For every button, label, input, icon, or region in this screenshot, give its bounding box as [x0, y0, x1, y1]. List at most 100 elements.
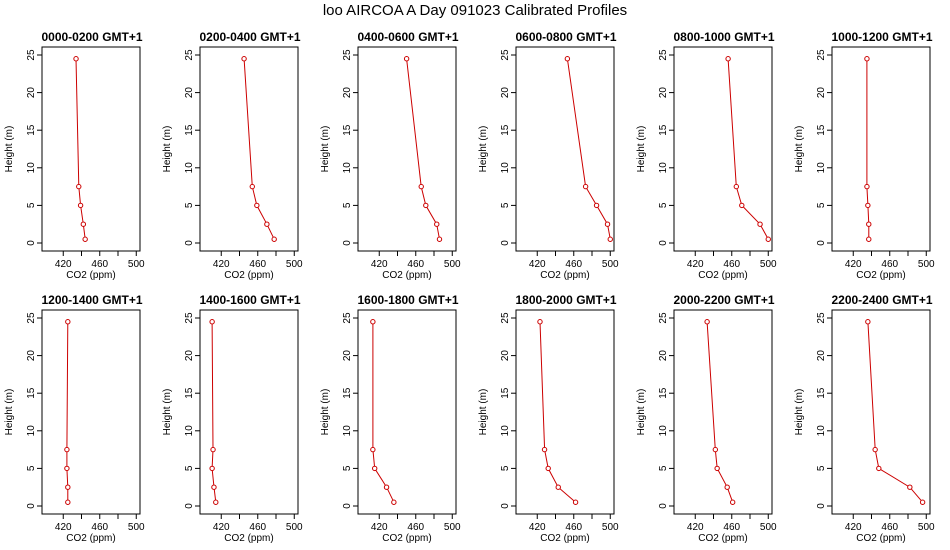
panel-title: 0000-0200 GMT+1 [41, 30, 142, 44]
panel-4: 0600-0800 GMT+1 0 5 10 15 20 25 420 460 500 CO2 (p… [478, 30, 619, 281]
data-point [865, 319, 871, 325]
y-tick-label: 15 [184, 124, 195, 136]
y-tick-label: 20 [26, 350, 37, 362]
profile-line [866, 58, 870, 240]
data-point [65, 319, 71, 325]
x-tick-label: 420 [529, 259, 546, 270]
y-tick-label: 15 [500, 387, 511, 399]
x-axis-label: CO2 (ppm) [698, 533, 747, 544]
x-tick-label: 500 [602, 522, 619, 533]
y-tick-label: 20 [26, 87, 37, 99]
y-axis-label: Height (m) [162, 389, 173, 436]
data-point [418, 183, 424, 190]
data-point [65, 484, 71, 490]
y-tick-label: 15 [26, 387, 37, 399]
panel-title: 2000-2200 GMT+1 [673, 293, 774, 307]
y-tick-label: 10 [658, 162, 669, 174]
y-tick-label: 25 [26, 312, 37, 324]
x-tick-label: 500 [444, 522, 461, 533]
panel-frame [515, 46, 615, 252]
panel-frame [41, 46, 141, 252]
panel-11: 2000-2200 GMT+1 0 5 10 15 20 25 420 460 500 CO2 (p… [636, 293, 777, 544]
y-tick-label: 5 [184, 202, 195, 208]
y-tick-label: 5 [658, 465, 669, 471]
y-tick-label: 20 [658, 87, 669, 99]
y-tick-label: 5 [26, 465, 37, 471]
y-tick-label: 15 [500, 124, 511, 136]
x-tick-label: 420 [845, 259, 862, 270]
y-tick-label: 20 [816, 350, 827, 362]
x-tick-label: 500 [444, 259, 461, 270]
y-tick-label: 20 [816, 87, 827, 99]
panel-title: 1000-1200 GMT+1 [831, 30, 932, 44]
y-axis-label: Height (m) [794, 389, 805, 436]
x-axis-label: CO2 (ppm) [856, 270, 905, 281]
y-tick-label: 5 [184, 465, 195, 471]
data-point [907, 484, 913, 490]
x-tick-label: 500 [286, 522, 303, 533]
y-tick-label: 15 [342, 124, 353, 136]
y-axis-label: Height (m) [636, 389, 647, 436]
x-tick-label: 460 [723, 259, 740, 270]
y-tick-label: 25 [658, 312, 669, 324]
x-tick-label: 460 [91, 259, 108, 270]
y-axis-label: Height (m) [478, 389, 489, 436]
x-tick-label: 500 [602, 259, 619, 270]
x-tick-label: 460 [249, 522, 266, 533]
profile-line [372, 321, 395, 503]
y-tick-label: 15 [26, 124, 37, 136]
x-tick-label: 460 [407, 259, 424, 270]
x-tick-label: 460 [565, 259, 582, 270]
y-tick-label: 15 [658, 387, 669, 399]
x-axis-label: CO2 (ppm) [66, 270, 115, 281]
data-point [712, 446, 719, 453]
y-tick-label: 20 [500, 350, 511, 362]
y-tick-label: 5 [500, 465, 511, 471]
data-point [209, 319, 215, 325]
panel-frame [831, 309, 931, 515]
data-point [64, 465, 70, 472]
panel-title: 0800-1000 GMT+1 [673, 30, 774, 44]
panel-title: 0600-0800 GMT+1 [515, 30, 616, 44]
x-tick-label: 420 [213, 259, 230, 270]
y-tick-label: 5 [658, 202, 669, 208]
y-tick-label: 0 [658, 503, 669, 509]
data-point [423, 202, 429, 209]
panel-12: 2200-2400 GMT+1 0 5 10 15 20 25 420 460 500 CO2 (p… [794, 293, 935, 544]
panel-title: 1800-2000 GMT+1 [515, 293, 616, 307]
x-tick-label: 420 [55, 259, 72, 270]
y-tick-label: 0 [26, 503, 37, 509]
panel-9: 1600-1800 GMT+1 0 5 10 15 20 25 420 460 500 CO2 (p… [320, 293, 461, 544]
panel-title: 1600-1800 GMT+1 [357, 293, 458, 307]
y-tick-label: 10 [342, 162, 353, 174]
y-tick-label: 0 [658, 240, 669, 246]
x-axis-label: CO2 (ppm) [382, 533, 431, 544]
y-tick-label: 20 [658, 350, 669, 362]
panel-2: 0200-0400 GMT+1 0 5 10 15 20 25 420 460 500 CO2 (p… [162, 30, 303, 281]
y-tick-label: 25 [184, 49, 195, 61]
x-tick-label: 500 [760, 522, 777, 533]
panel-frame [673, 46, 773, 252]
data-point [572, 499, 579, 505]
y-tick-label: 0 [342, 240, 353, 246]
y-tick-label: 10 [342, 425, 353, 437]
x-axis-label: CO2 (ppm) [66, 533, 115, 544]
panel-1: 0000-0200 GMT+1 0 5 10 15 20 25 420 460 500 CO2 (p… [4, 30, 145, 281]
data-point [64, 446, 70, 453]
data-point [371, 465, 378, 472]
x-tick-label: 460 [881, 259, 898, 270]
y-tick-label: 20 [342, 87, 353, 99]
data-point [593, 202, 600, 209]
data-point [537, 319, 543, 325]
y-axis-label: Height (m) [4, 126, 15, 173]
x-axis-label: CO2 (ppm) [856, 533, 905, 544]
x-axis-label: CO2 (ppm) [382, 270, 431, 281]
y-tick-label: 25 [184, 312, 195, 324]
y-tick-label: 10 [500, 425, 511, 437]
data-point [541, 446, 548, 453]
profile-line [706, 321, 734, 503]
data-point [76, 183, 82, 190]
x-tick-label: 460 [407, 522, 424, 533]
profile-line [727, 58, 769, 240]
